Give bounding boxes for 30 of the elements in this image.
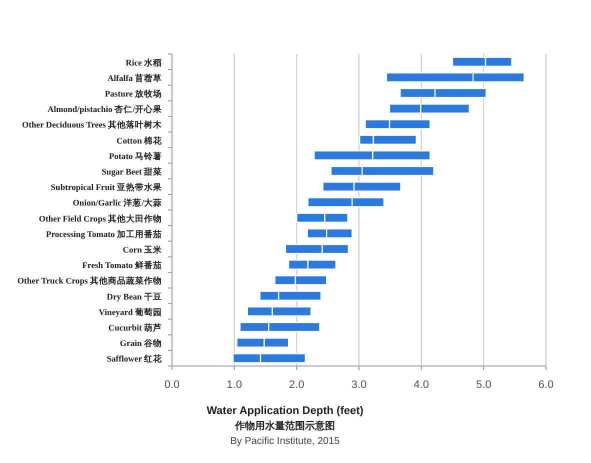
y-tick-label: Fresh Tomato 鲜番茄 xyxy=(82,260,162,270)
x-tick-label: 4.0 xyxy=(414,379,429,391)
y-tick-label: Onion/Garlic 洋葱/大蒜 xyxy=(72,198,162,208)
y-tick-label: Subtropical Fruit 亚热带水果 xyxy=(50,182,163,192)
y-tick-label: Cucurbit 葫芦 xyxy=(108,322,162,332)
y-tick-label: Potato 马铃薯 xyxy=(108,150,162,161)
x-tick-label: 3.0 xyxy=(351,379,367,391)
x-axis-title: Water Application Depth (feet) xyxy=(206,405,364,417)
y-tick-label: Sugar Beet 甜菜 xyxy=(102,166,162,176)
y-tick-label: Other Deciduous Trees 其他落叶树木 xyxy=(22,120,163,130)
y-tick-label: Other Truck Crops 其他商品蔬菜作物 xyxy=(17,276,162,286)
y-tick-label: Almond/pistachio 杏仁/开心果 xyxy=(48,104,163,114)
x-tick-label: 1.0 xyxy=(226,379,242,391)
y-tick-label: Dry Bean 干豆 xyxy=(106,291,162,302)
y-tick-label: Processing Tomato 加工用番茄 xyxy=(46,228,162,239)
x-tick-label: 6.0 xyxy=(538,379,554,391)
x-tick-label: 2.0 xyxy=(289,379,304,391)
y-tick-label: Rice 水稻 xyxy=(126,57,162,68)
text: 作物用水量范围示意图 xyxy=(234,420,335,432)
y-tick-label: Cotton 棉花 xyxy=(116,135,163,146)
y-tick-label: Safflower 红花 xyxy=(106,354,163,364)
x-tick-label: 0.0 xyxy=(164,379,180,391)
text: By Pacific Institute, 2015 xyxy=(230,436,340,447)
y-tick-label: Pasture 放牧场 xyxy=(104,88,162,98)
y-tick-label: Alfalfa 苜蓿草 xyxy=(108,72,162,83)
y-tick-label: Other Field Crops 其他大田作物 xyxy=(38,213,162,224)
y-tick-label: Vineyard 葡萄园 xyxy=(98,306,162,317)
x-tick-label: 5.0 xyxy=(476,379,492,391)
y-tick-label: Corn 玉米 xyxy=(122,244,163,254)
y-tick-label: Grain 谷物 xyxy=(120,338,162,348)
